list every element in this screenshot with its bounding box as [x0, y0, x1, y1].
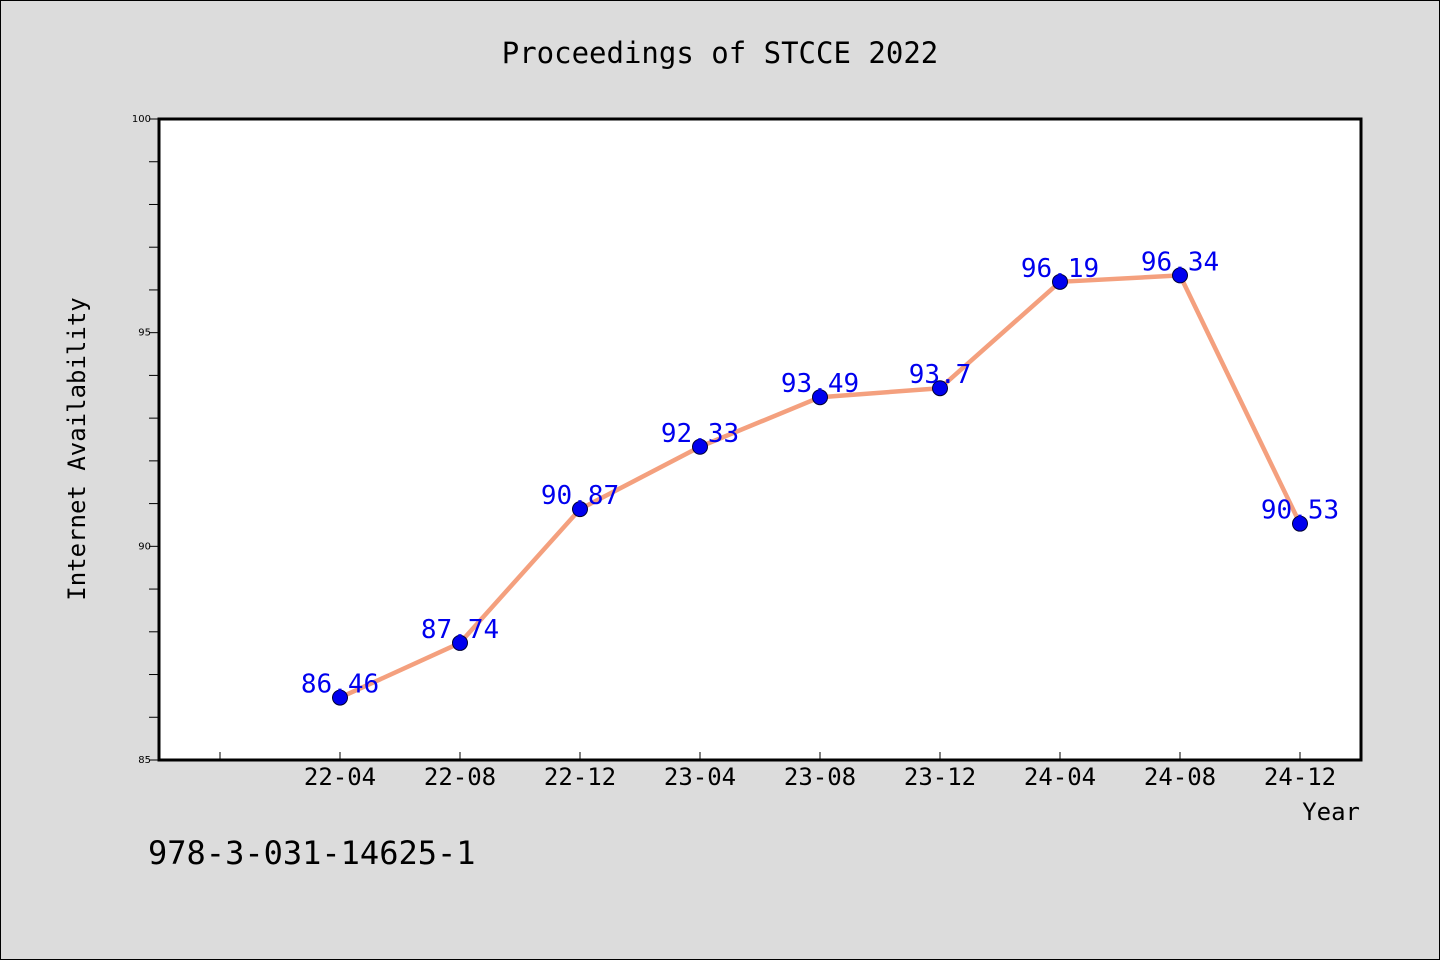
data-markers	[332, 267, 1308, 706]
isbn-text: 978-3-031-14625-1	[148, 834, 476, 872]
x-tick-label: 24-04	[1024, 763, 1096, 791]
x-tick-label: 22-12	[544, 763, 616, 791]
data-label: 93.7	[909, 360, 972, 390]
x-tick-label: 24-12	[1264, 763, 1336, 791]
y-tick-label: 100	[132, 114, 151, 125]
x-tick-label: 22-04	[304, 763, 376, 791]
y-axis-label: Internet Availability	[63, 297, 91, 600]
data-point	[332, 689, 348, 706]
data-label: 90.53	[1261, 496, 1339, 526]
data-point	[932, 380, 948, 397]
data-point	[1052, 273, 1068, 290]
x-axis: 22-04 22-08 22-12 23-04 23-08 23-12 24-04 24-08…	[219, 752, 1336, 791]
x-tick-label: 23-12	[904, 763, 976, 791]
x-tick-label: 23-04	[664, 763, 736, 791]
data-label: 87.74	[421, 615, 499, 645]
x-tick-label: 24-08	[1144, 763, 1216, 791]
data-label: 96.19	[1021, 254, 1099, 284]
data-label: 86.46	[301, 670, 379, 700]
data-point	[572, 501, 588, 518]
data-point	[692, 438, 708, 455]
data-label: 96.34	[1141, 247, 1219, 277]
x-axis-label: Year	[1302, 798, 1360, 826]
plot-area	[157, 117, 1363, 762]
data-label: 90.87	[541, 481, 619, 511]
x-tick-label: 22-08	[424, 763, 496, 791]
y-tick-label: 95	[138, 328, 151, 339]
data-labels: 86.46 87.74 90.87 92.33 93.49 93.7 96.19 96.34 9…	[301, 247, 1339, 699]
data-point	[812, 389, 828, 406]
data-point	[1292, 515, 1308, 532]
data-label: 92.33	[661, 419, 739, 449]
data-label: 93.49	[781, 369, 859, 399]
y-tick-label: 90	[138, 541, 151, 552]
x-tick-label: 23-08	[784, 763, 856, 791]
y-axis: 85 90 95 100	[132, 114, 159, 766]
data-point	[452, 634, 468, 651]
chart-title: Proceedings of STCCE 2022	[502, 36, 939, 70]
y-tick-label: 85	[138, 755, 151, 766]
data-point	[1172, 267, 1188, 284]
